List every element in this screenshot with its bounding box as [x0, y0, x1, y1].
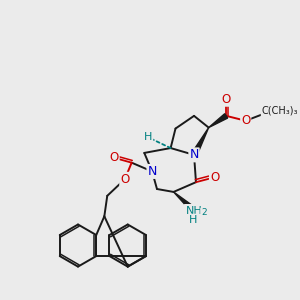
Polygon shape	[191, 128, 209, 156]
Text: O: O	[222, 93, 231, 106]
Text: C(CH₃)₃: C(CH₃)₃	[262, 106, 298, 116]
Text: O: O	[110, 151, 119, 164]
Polygon shape	[209, 114, 228, 128]
Text: O: O	[241, 114, 250, 127]
Text: O: O	[120, 173, 129, 186]
Text: N: N	[147, 165, 157, 178]
Text: H: H	[189, 214, 198, 225]
Text: 2: 2	[201, 208, 207, 218]
Polygon shape	[174, 192, 194, 211]
Text: O: O	[210, 171, 219, 184]
Text: NH: NH	[186, 206, 203, 216]
Text: N: N	[189, 148, 199, 161]
Text: 2: 2	[201, 208, 207, 217]
Text: C(CH₃)₃: C(CH₃)₃	[262, 106, 295, 115]
Text: NH: NH	[185, 205, 202, 218]
Text: H: H	[144, 132, 152, 142]
